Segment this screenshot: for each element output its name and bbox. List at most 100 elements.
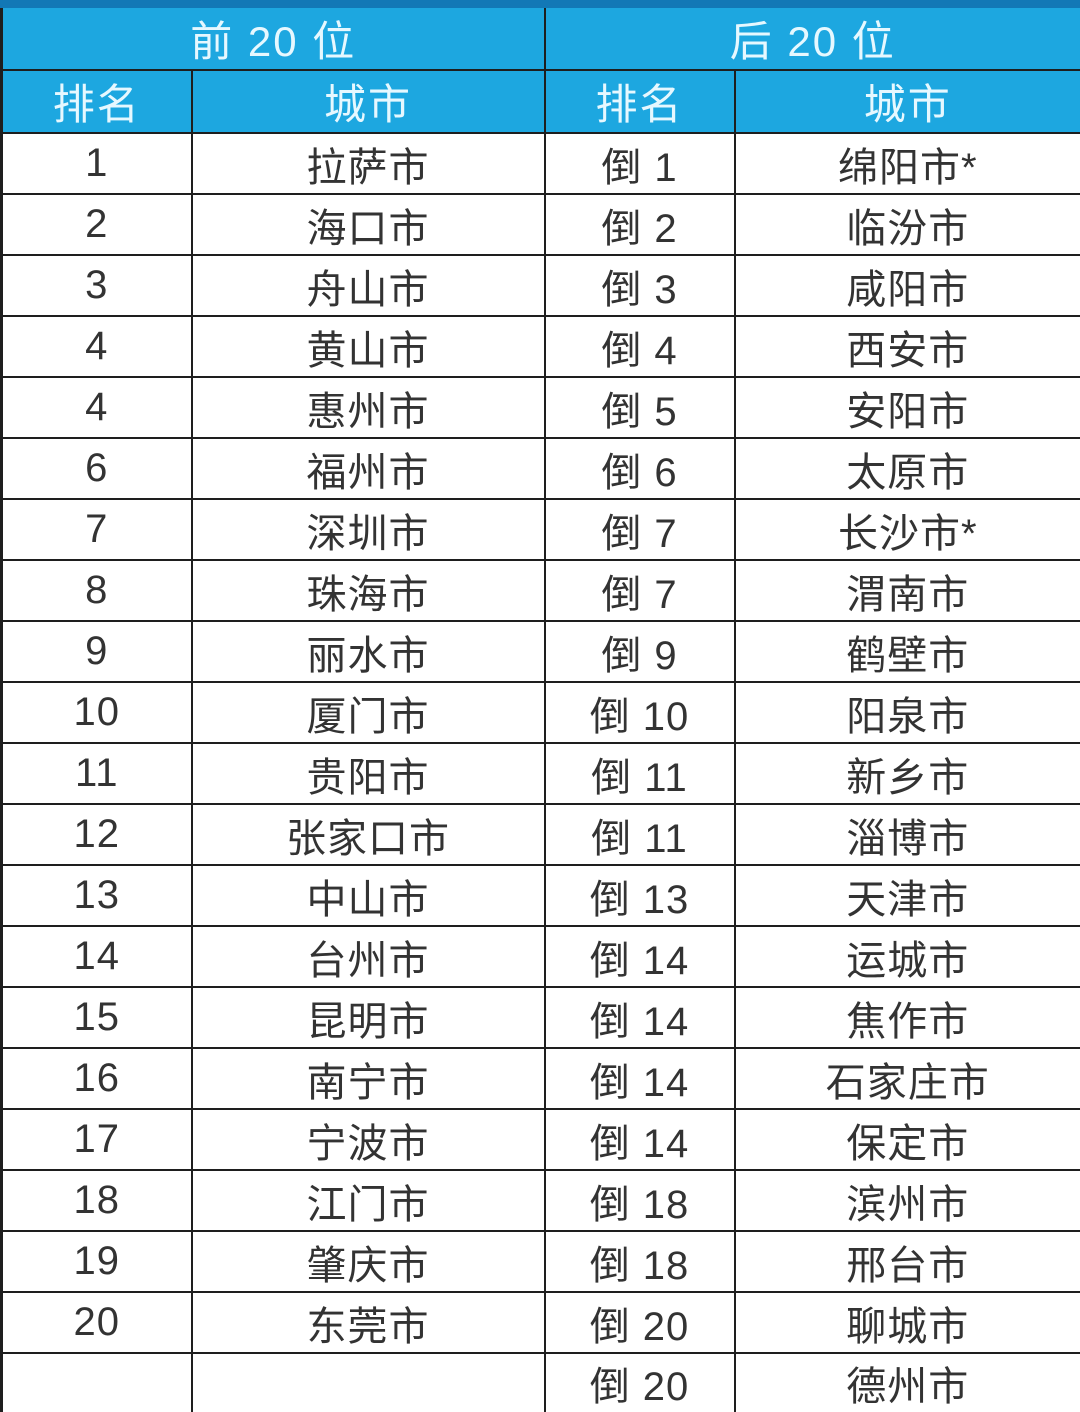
left-city-cell: 黄山市 xyxy=(190,315,546,378)
right-rank-cell: 倒 14 xyxy=(543,1047,736,1110)
right-rank-cell: 倒 20 xyxy=(543,1352,736,1412)
left-rank-cell: 10 xyxy=(0,681,193,744)
table-row: 1 拉萨市倒 1 绵阳市* xyxy=(0,132,1080,195)
table-row: 7 深圳市倒 7 长沙市* xyxy=(0,498,1080,561)
right-rank-cell: 倒 3 xyxy=(543,254,736,317)
right-city-cell: 石家庄市 xyxy=(733,1047,1080,1110)
left-city-cell: 南宁市 xyxy=(190,1047,546,1110)
right-city-cell: 滨州市 xyxy=(733,1169,1080,1232)
table-row: 20 东莞市倒 20 聊城市 xyxy=(0,1291,1080,1354)
left-rank-cell: 6 xyxy=(0,437,193,500)
right-rank-cell: 倒 18 xyxy=(543,1230,736,1293)
right-rank-cell: 倒 11 xyxy=(543,803,736,866)
left-city-cell: 舟山市 xyxy=(190,254,546,317)
left-rank-cell: 11 xyxy=(0,742,193,805)
right-city-cell: 绵阳市* xyxy=(733,132,1080,195)
left-city-cell: 江门市 xyxy=(190,1169,546,1232)
right-city-cell: 鹤壁市 xyxy=(733,620,1080,683)
left-city-cell: 昆明市 xyxy=(190,986,546,1049)
column-header-row: 排名 城市 排名 城市 xyxy=(0,69,1080,134)
right-rank-cell: 倒 11 xyxy=(543,742,736,805)
left-rank-cell: 12 xyxy=(0,803,193,866)
right-city-column-header: 城市 xyxy=(733,69,1080,134)
right-city-cell: 焦作市 xyxy=(733,986,1080,1049)
table-row: 13 中山市倒 13 天津市 xyxy=(0,864,1080,927)
table-top-strip xyxy=(0,0,1080,8)
table-row: 14 台州市倒 14 运城市 xyxy=(0,925,1080,988)
table-row: 17 宁波市倒 14 保定市 xyxy=(0,1108,1080,1171)
table-row: 16 南宁市倒 14 石家庄市 xyxy=(0,1047,1080,1110)
right-city-cell: 太原市 xyxy=(733,437,1080,500)
right-city-cell: 新乡市 xyxy=(733,742,1080,805)
left-rank-cell: 9 xyxy=(0,620,193,683)
left-city-cell: 厦门市 xyxy=(190,681,546,744)
group-header-row: 前 20 位 后 20 位 xyxy=(0,8,1080,71)
left-rank-cell: 17 xyxy=(0,1108,193,1171)
right-city-cell: 阳泉市 xyxy=(733,681,1080,744)
right-rank-cell: 倒 10 xyxy=(543,681,736,744)
left-rank-cell: 16 xyxy=(0,1047,193,1110)
table-row: 倒 20 德州市 xyxy=(0,1352,1080,1412)
right-city-cell: 天津市 xyxy=(733,864,1080,927)
left-rank-cell: 13 xyxy=(0,864,193,927)
left-rank-cell: 18 xyxy=(0,1169,193,1232)
table-row: 6 福州市倒 6 太原市 xyxy=(0,437,1080,500)
right-rank-cell: 倒 7 xyxy=(543,498,736,561)
right-rank-cell: 倒 1 xyxy=(543,132,736,195)
top20-group-header: 前 20 位 xyxy=(0,8,546,71)
table-row: 3 舟山市倒 3 咸阳市 xyxy=(0,254,1080,317)
left-city-cell: 海口市 xyxy=(190,193,546,256)
table-row: 11 贵阳市倒 11 新乡市 xyxy=(0,742,1080,805)
city-ranking-table: 前 20 位 后 20 位 排名 城市 排名 城市 1 拉萨市倒 1 绵阳市* 2 海口… xyxy=(0,8,1080,1412)
right-rank-cell: 倒 18 xyxy=(543,1169,736,1232)
right-city-cell: 长沙市* xyxy=(733,498,1080,561)
table-row: 12 张家口市倒 11 淄博市 xyxy=(0,803,1080,866)
right-city-cell: 咸阳市 xyxy=(733,254,1080,317)
left-rank-cell: 15 xyxy=(0,986,193,1049)
right-rank-cell: 倒 9 xyxy=(543,620,736,683)
table-row: 18 江门市倒 18 滨州市 xyxy=(0,1169,1080,1232)
left-city-cell: 惠州市 xyxy=(190,376,546,439)
right-city-cell: 安阳市 xyxy=(733,376,1080,439)
right-city-cell: 临汾市 xyxy=(733,193,1080,256)
right-city-cell: 运城市 xyxy=(733,925,1080,988)
right-city-cell: 渭南市 xyxy=(733,559,1080,622)
table-row: 9 丽水市倒 9 鹤壁市 xyxy=(0,620,1080,683)
right-rank-cell: 倒 14 xyxy=(543,986,736,1049)
left-rank-cell: 19 xyxy=(0,1230,193,1293)
left-city-cell: 张家口市 xyxy=(190,803,546,866)
table-row: 4 惠州市倒 5 安阳市 xyxy=(0,376,1080,439)
left-rank-column-header: 排名 xyxy=(0,69,193,134)
right-city-cell: 邢台市 xyxy=(733,1230,1080,1293)
right-city-cell: 淄博市 xyxy=(733,803,1080,866)
left-city-cell: 中山市 xyxy=(190,864,546,927)
table-row: 4 黄山市倒 4 西安市 xyxy=(0,315,1080,378)
left-city-cell: 肇庆市 xyxy=(190,1230,546,1293)
right-rank-cell: 倒 20 xyxy=(543,1291,736,1354)
left-city-cell: 东莞市 xyxy=(190,1291,546,1354)
left-city-cell: 深圳市 xyxy=(190,498,546,561)
left-city-cell: 贵阳市 xyxy=(190,742,546,805)
table-body: 1 拉萨市倒 1 绵阳市* 2 海口市倒 2 临汾市 3 舟山市倒 3 咸阳市 4 黄山市倒 4 西安… xyxy=(0,132,1080,1412)
right-rank-cell: 倒 4 xyxy=(543,315,736,378)
table-row: 10 厦门市倒 10 阳泉市 xyxy=(0,681,1080,744)
left-rank-cell: 14 xyxy=(0,925,193,988)
left-city-cell: 珠海市 xyxy=(190,559,546,622)
right-rank-cell: 倒 5 xyxy=(543,376,736,439)
table-row: 8 珠海市倒 7 渭南市 xyxy=(0,559,1080,622)
left-rank-cell: 20 xyxy=(0,1291,193,1354)
right-rank-column-header: 排名 xyxy=(543,69,736,134)
right-city-cell: 保定市 xyxy=(733,1108,1080,1171)
bottom20-group-header: 后 20 位 xyxy=(543,8,1080,71)
right-rank-cell: 倒 14 xyxy=(543,1108,736,1171)
right-rank-cell: 倒 7 xyxy=(543,559,736,622)
left-city-cell: 拉萨市 xyxy=(190,132,546,195)
left-city-cell: 宁波市 xyxy=(190,1108,546,1171)
left-rank-cell: 8 xyxy=(0,559,193,622)
table-row: 19 肇庆市倒 18 邢台市 xyxy=(0,1230,1080,1293)
right-rank-cell: 倒 2 xyxy=(543,193,736,256)
left-city-cell: 福州市 xyxy=(190,437,546,500)
right-rank-cell: 倒 14 xyxy=(543,925,736,988)
left-city-cell: 丽水市 xyxy=(190,620,546,683)
